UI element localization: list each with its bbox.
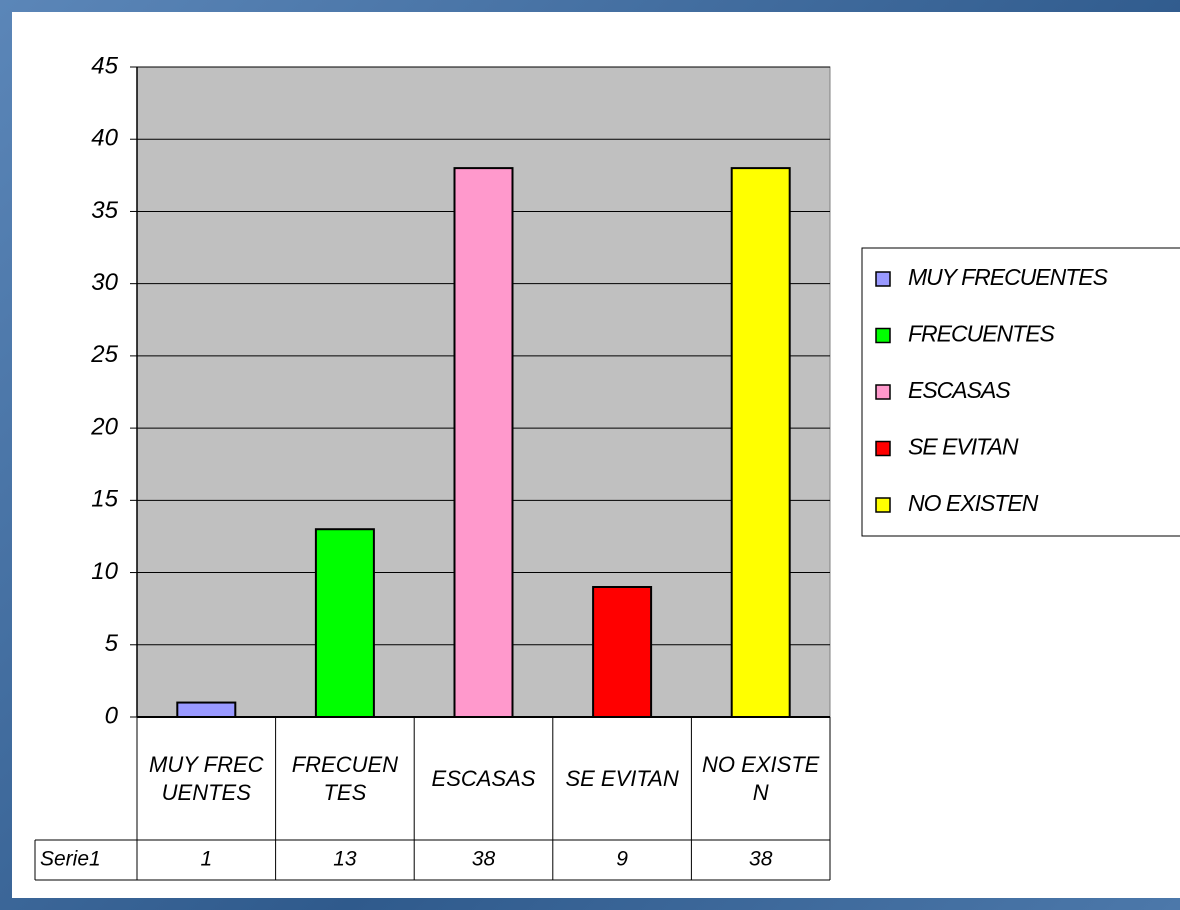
category-label: FRECUENTES (291, 751, 399, 805)
y-tick-label: 40 (91, 125, 118, 152)
data-label: 1 (200, 848, 212, 871)
category-label: ESCASAS (431, 765, 536, 791)
legend-swatch (875, 440, 891, 457)
legend-swatch (875, 497, 891, 513)
legend-label: SE EVITAN (908, 434, 1019, 460)
y-tick-label: 45 (91, 52, 118, 79)
y-tick-label: 10 (91, 558, 118, 585)
legend-swatch (875, 271, 891, 287)
category-label: NO EXISTEN (702, 751, 820, 805)
legend-label: NO EXISTEN (908, 490, 1039, 516)
legend-label: FRECUENTES (908, 321, 1056, 347)
y-tick-label: 30 (91, 269, 118, 296)
legend-swatch (875, 327, 891, 344)
legend-label: ESCASAS (908, 377, 1011, 403)
data-label: 38 (472, 848, 496, 871)
y-tick-label: 20 (90, 413, 118, 440)
y-tick-label: 25 (90, 341, 118, 368)
category-label: SE EVITAN (565, 765, 679, 791)
series-label: Serie1 (40, 848, 101, 871)
legend-label: MUY FRECUENTES (908, 264, 1109, 290)
bar (730, 167, 791, 719)
data-label: 9 (616, 848, 628, 871)
legend-box (861, 247, 1180, 537)
data-label: 13 (333, 848, 357, 871)
bar (453, 167, 514, 719)
y-tick-label: 35 (91, 197, 118, 224)
y-tick-label: 0 (105, 702, 119, 729)
data-label: 38 (749, 848, 773, 871)
bar (592, 586, 653, 718)
y-tick-label: 15 (91, 486, 118, 513)
bar (314, 528, 375, 718)
y-tick-label: 5 (105, 630, 119, 657)
bar (176, 701, 237, 718)
category-label: MUY FRECUENTES (149, 751, 264, 805)
legend-swatch (875, 384, 891, 400)
